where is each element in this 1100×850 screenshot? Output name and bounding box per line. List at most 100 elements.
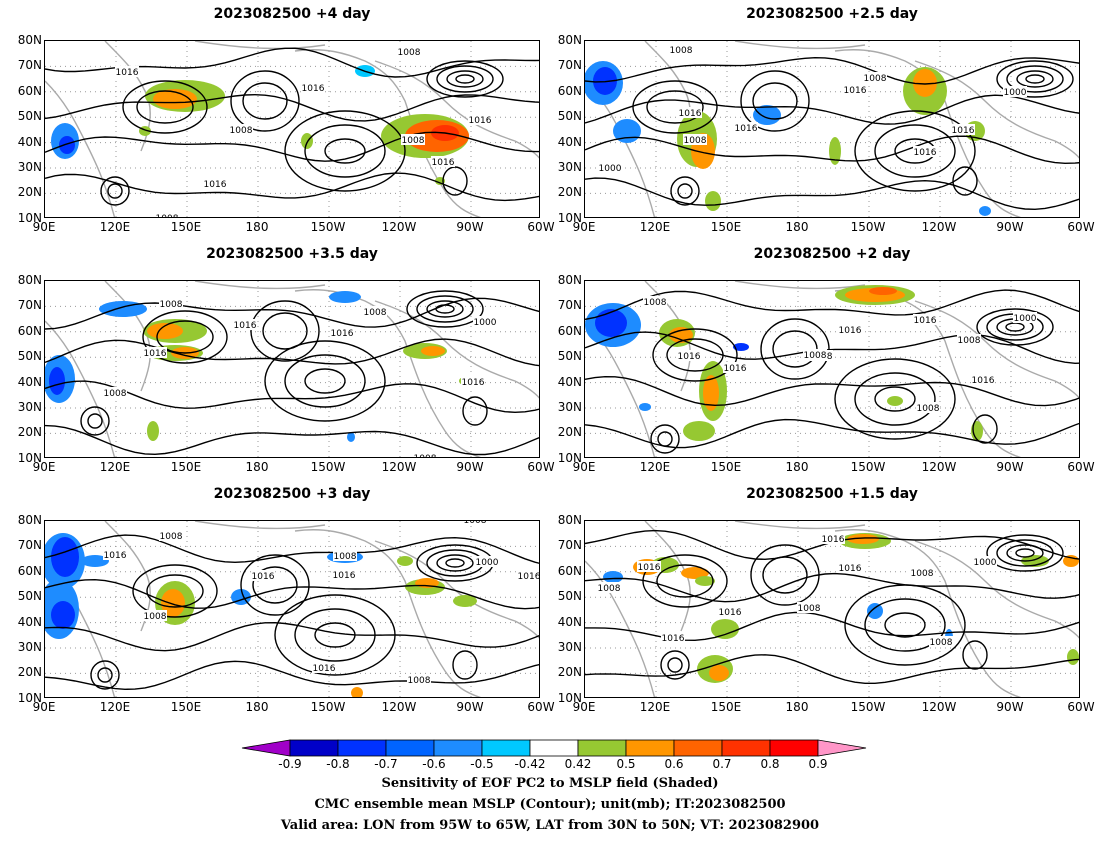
lon-tick-label: 60W: [527, 460, 555, 474]
contour-label-bg: [397, 46, 421, 57]
lat-tick-label: 40N: [557, 614, 582, 629]
contour-label: 1008: [804, 351, 827, 361]
colorbar-min-arrow: [241, 739, 291, 757]
contour-label: 1016: [104, 551, 127, 561]
lon-tick-label: 120W: [381, 700, 417, 714]
mslp-contour: [462, 396, 488, 426]
contour-label: 1016: [724, 364, 747, 374]
mslp-contour: [304, 368, 346, 394]
mslp-contour: [406, 290, 484, 328]
sensitivity-patch: [709, 665, 729, 681]
contour-label-bg: [971, 374, 995, 385]
mslp-contour: [45, 338, 539, 367]
map-canvas: 1008 1016 1016 1008 1016 1000 1008 1016 1008 1016: [585, 521, 1079, 697]
sensitivity-patch: [301, 133, 313, 149]
contour-label: 1000: [1014, 314, 1037, 324]
coastline: [734, 281, 866, 290]
lon-tick-label: 180: [245, 700, 269, 714]
contour-label-bg: [468, 114, 492, 125]
mslp-contour: [90, 660, 120, 690]
contour-label-bg: [637, 561, 661, 572]
lon-tick-label: 120E: [99, 220, 131, 234]
mslp-contour: [156, 320, 214, 354]
contour-label-bg: [910, 567, 934, 578]
contour-label-bg: [413, 452, 437, 457]
contour-label: 1000: [476, 558, 499, 568]
lon-tick-label: 120W: [921, 460, 957, 474]
colorbar-tick-label: -0.9: [278, 757, 302, 771]
lon-tick-label: 90W: [996, 460, 1024, 474]
lat-tick-label: 20N: [557, 665, 582, 680]
mslp-contour: [585, 375, 1079, 407]
sensitivity-patch: [51, 601, 75, 629]
contour-label: 1008: [684, 136, 707, 146]
lat-tick-label: 20N: [17, 185, 42, 200]
contour-label-bg: [229, 124, 253, 135]
contour-label-bg: [143, 347, 167, 358]
panel-title: 2023082500 +4 day: [213, 6, 371, 22]
sensitivity-patch: [147, 421, 159, 441]
lat-tick-label: 20N: [557, 425, 582, 440]
mslp-contour: [752, 82, 798, 120]
lat-tick-label: 80N: [557, 33, 582, 47]
mslp-contour: [252, 566, 298, 604]
contour-label-bg: [312, 662, 336, 673]
contour-label-bg: [677, 350, 701, 361]
mslp-contour: [646, 90, 704, 124]
contour-label-bg: [407, 674, 431, 685]
sensitivity-patch: [347, 432, 355, 442]
sensitivity-patch: [913, 69, 937, 97]
mslp-contour: [1006, 65, 1064, 93]
mslp-contour: [324, 138, 366, 164]
mslp-contour: [996, 60, 1074, 98]
lat-tick-label: 10N: [557, 691, 582, 705]
lon-tick-label: 150W: [310, 220, 346, 234]
contour-label: 1008: [398, 48, 421, 58]
contour-label-bg: [1003, 86, 1027, 97]
contour-label-bg: [475, 556, 499, 567]
colorbar-tick-label: -0.7: [374, 757, 398, 771]
colorbar-segment: [721, 739, 771, 757]
lon-tick-label: 90W: [996, 700, 1024, 714]
mslp-contour: [650, 424, 680, 454]
contour-label-bg: [597, 582, 621, 593]
contour-label: 1008: [160, 532, 183, 542]
mslp-contour: [670, 176, 700, 206]
lon-tick-label: 60W: [527, 700, 555, 714]
sensitivity-patch: [153, 89, 197, 109]
contour-label-bg: [843, 84, 867, 95]
contour-label-bg: [103, 387, 127, 398]
lon-tick-label: 120E: [639, 220, 671, 234]
contour-label: 1008: [364, 308, 387, 318]
contour-label-bg: [821, 533, 845, 544]
contour-label-bg: [159, 298, 183, 309]
colorbar: [241, 739, 867, 757]
sensitivity-patch: [887, 396, 903, 406]
sensitivity-patch: [683, 421, 715, 441]
mslp-contour: [854, 110, 976, 192]
mslp-contour: [1006, 544, 1044, 562]
lon-tick-label: 120E: [99, 460, 131, 474]
contour-label: 1016: [116, 68, 139, 78]
mslp-contour: [242, 82, 288, 120]
lat-tick-label: 40N: [557, 134, 582, 149]
contour-label-bg: [803, 349, 827, 360]
contour-label: 1016: [972, 376, 995, 386]
colorbar-tick-label: 0.8: [760, 757, 780, 771]
lat-tick-label: 20N: [17, 665, 42, 680]
mslp-contour: [585, 289, 1079, 321]
lat-tick-label: 10N: [557, 451, 582, 465]
contour-label-bg: [973, 556, 997, 567]
colorbar-tick-label: 0.5: [616, 757, 636, 771]
contour-label: 1016: [333, 571, 356, 581]
contour-label-bg: [159, 530, 183, 541]
lat-tick-label: 20N: [557, 185, 582, 200]
mslp-contour: [132, 564, 218, 618]
mslp-contour: [97, 667, 113, 683]
contour-label-bg: [643, 296, 667, 307]
contour-label: 1008: [798, 604, 821, 614]
contour-label: 1016: [462, 378, 485, 388]
map-canvas: 1008 1008 1016 1016 1016 1000 1008 1016 1008: [45, 281, 539, 457]
mslp-contour: [436, 65, 494, 93]
mslp-contour: [667, 657, 683, 673]
